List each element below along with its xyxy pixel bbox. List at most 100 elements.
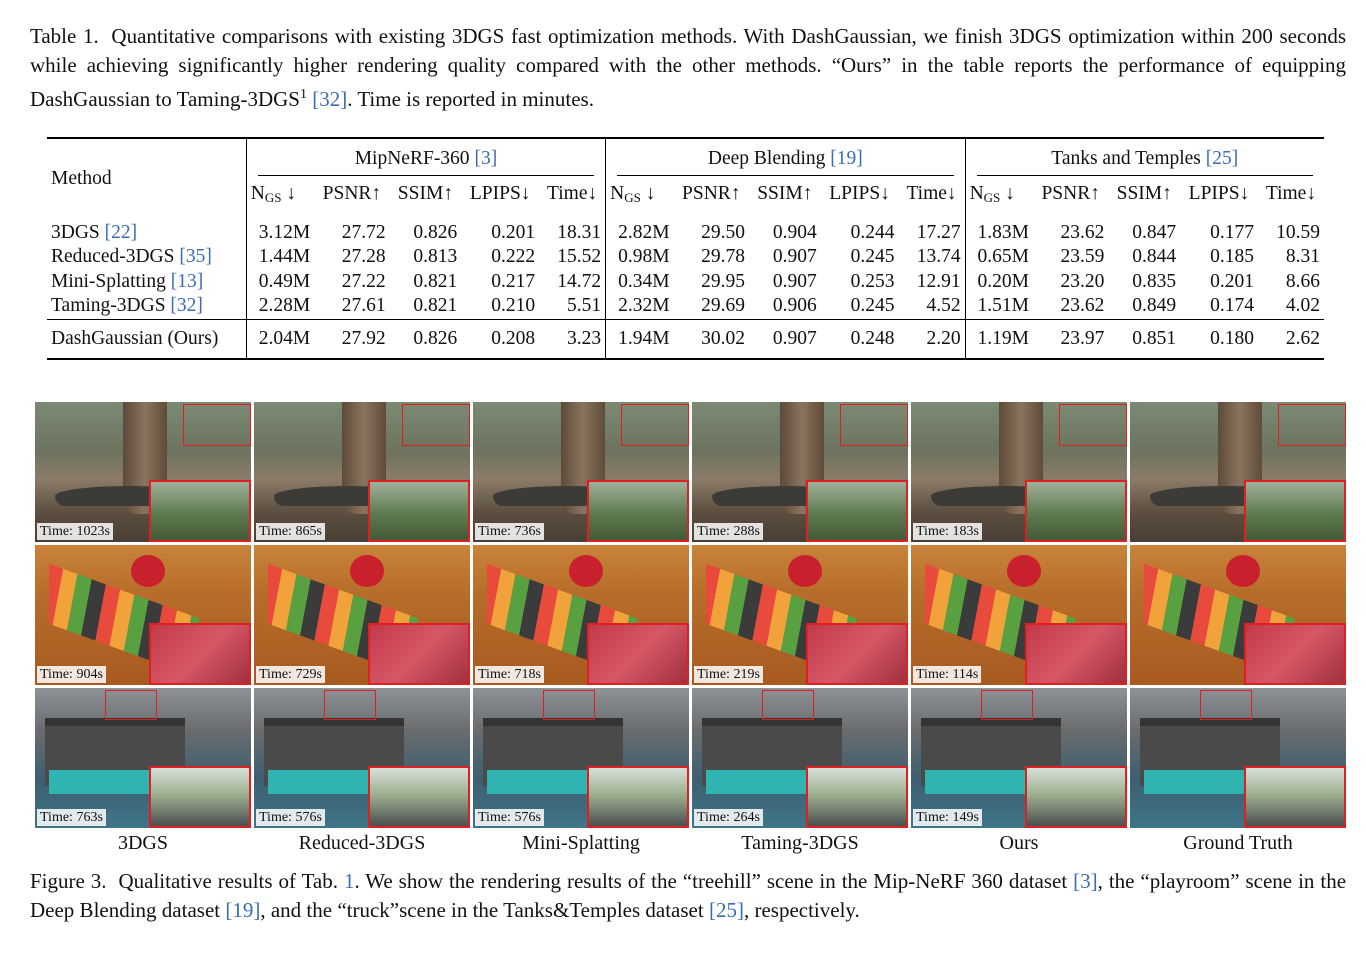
scene-ball [350,555,384,587]
metric-cell: 0.904 [772,222,817,243]
metric-cell: 0.821 [413,295,458,317]
method-name: Reduced-3DGS [35] [47,244,247,269]
zoom-inset [149,480,251,542]
metric-cell: 0.49M [258,270,311,292]
time-label: Time: 865s [256,523,325,540]
column-header: PSNR↑ [1033,176,1108,212]
column-header: SSIM↑ [390,176,462,212]
metric-cell: 23.20 [1060,270,1105,292]
column-header: NGS ↓ [246,176,314,212]
metric-cell: 30.02 [673,318,749,359]
rendering-image: Time: 288s [692,402,908,542]
column-header: LPIPS↓ [1180,176,1258,212]
citation: 1 [343,869,355,893]
column-header-sub: GS [983,189,1001,205]
figure-column-labels: 3DGS Reduced-3DGS Mini-Splatting Taming-3DG… [35,832,1346,855]
column-header-sub: GS [624,189,641,205]
figure-column-label: Reduced-3DGS [298,832,426,854]
scene-ball [1226,555,1260,587]
zoom-source-box [183,404,251,446]
metric-cell: 17.27 [898,212,966,244]
column-header-arrow: ↓ [640,182,656,204]
table-caption-text: Quantitative comparisons with existing 3… [30,24,1346,111]
metric-cell: 0.826 [413,222,458,243]
zoom-source-box [402,404,470,446]
column-header: LPIPS↓ [821,176,899,212]
time-label: Time: 736s [475,523,544,540]
method-name: 3DGS [22] [47,212,247,244]
metric-cell: 15.52 [539,244,607,269]
zoom-source-box [621,404,689,446]
zoom-inset [1025,766,1127,828]
figure-column-label: Mini-Splatting [522,832,640,854]
figure-column-label: Ground Truth [1183,832,1293,854]
metric-cell: 0.185 [1210,245,1254,267]
time-label: Time: 763s [37,809,106,826]
time-label: Time: 576s [475,809,544,826]
metric-cell: 0.217 [491,270,536,292]
scene-row-treehill: Time: 1023s Time: 865s Time: 736s Time: 288… [35,402,1346,542]
rendering-image: Time: 904s [35,545,251,685]
zoom-inset [587,766,689,828]
column-header: LPIPS↓ [461,176,539,212]
table-row: Taming-3DGS [32] 2.28M 27.61 0.821 0.210 5.51… [47,294,1324,319]
metric-cell: 3.23 [539,318,607,359]
zoom-source-box [981,690,1033,720]
group-header-tanks: Tanks and Temples [25] [965,138,1324,176]
table-row: Mini-Splatting [13] 0.49M 27.22 0.821 0.217 1… [47,269,1324,294]
metric-cell: 2.28M [258,295,311,317]
column-header-arrow: ↓ [946,183,957,204]
caption-run: , the “playroom” scene in the Deep Blend… [30,869,1347,922]
column-header: Time↓ [1258,176,1324,212]
rendering-image: Time: 736s [473,402,689,542]
rendering-image: Time: 865s [254,402,470,542]
column-header-main: PSNR [1041,183,1091,204]
group-header-mipnerf: MipNeRF-360 [3] [246,138,607,176]
column-header-main: SSIM [1116,183,1163,204]
figure-caption-label: Figure 3. [30,869,107,893]
metric-cell: 0.907 [772,270,817,292]
metric-cell: 0.851 [1108,318,1181,359]
zoom-inset [368,480,470,542]
metric-cell: 18.31 [539,212,607,244]
method-label: 3DGS [51,222,100,243]
zoom-source-box [762,690,814,720]
zoom-inset [149,766,251,828]
metric-cell: 0.208 [461,318,540,359]
column-header-arrow: ↓ [587,183,598,204]
caption-run: Quantitative comparisons with existing 3… [30,24,1346,111]
metric-cell: 0.847 [1132,222,1177,243]
zoom-source-box [1200,690,1252,720]
zoom-inset [806,623,908,685]
method-label: DashGaussian (Ours) [51,327,219,349]
table-body: 3DGS [22] 3.12M 27.72 0.826 0.201 18.31 2.82M 2… [47,212,1324,359]
caption-run: . Time is reported in minutes. [347,87,594,111]
metric-cell: 0.835 [1132,270,1177,292]
metric-cell: 2.32M [618,295,670,317]
metric-cell: 29.69 [701,295,745,317]
table-row: 3DGS [22] 3.12M 27.72 0.826 0.201 18.31 2.82M 2… [47,212,1324,244]
metric-cell: 23.59 [1060,245,1105,267]
metric-cell: 4.02 [1285,295,1320,317]
metric-cell: 0.849 [1132,295,1177,317]
time-label: Time: 1023s [37,523,113,540]
metric-cell: 0.65M [977,245,1030,267]
citation: [3] [1073,869,1098,893]
group-header-row: Method MipNeRF-360 [3] Deep Blending [19… [47,138,1324,212]
metric-cell: 0.907 [748,318,821,359]
rendering-image: Time: 1023s [35,402,251,542]
column-header-arrow: ↑ [443,183,454,204]
time-label: Time: 904s [37,666,106,683]
metric-cell: 29.95 [701,270,745,292]
column-header-main: N [610,182,625,204]
column-header-row: NGS ↓ PSNR↑ SSIM↑ LPIPS↓ Time↓ NGS ↓ PSNR↑ SSIM… [47,176,1324,212]
group-header-label: MipNeRF-360 [3] [257,148,595,176]
column-header-arrow: ↓ [1000,182,1015,204]
metric-cell: 27.92 [314,318,390,359]
column-header: PSNR↑ [674,176,749,212]
metric-cell: 27.22 [341,270,386,292]
metric-cell: 0.180 [1180,318,1258,359]
metric-cell: 0.826 [389,318,462,359]
rendering-image [1130,545,1346,685]
rendering-image: Time: 576s [254,688,470,828]
